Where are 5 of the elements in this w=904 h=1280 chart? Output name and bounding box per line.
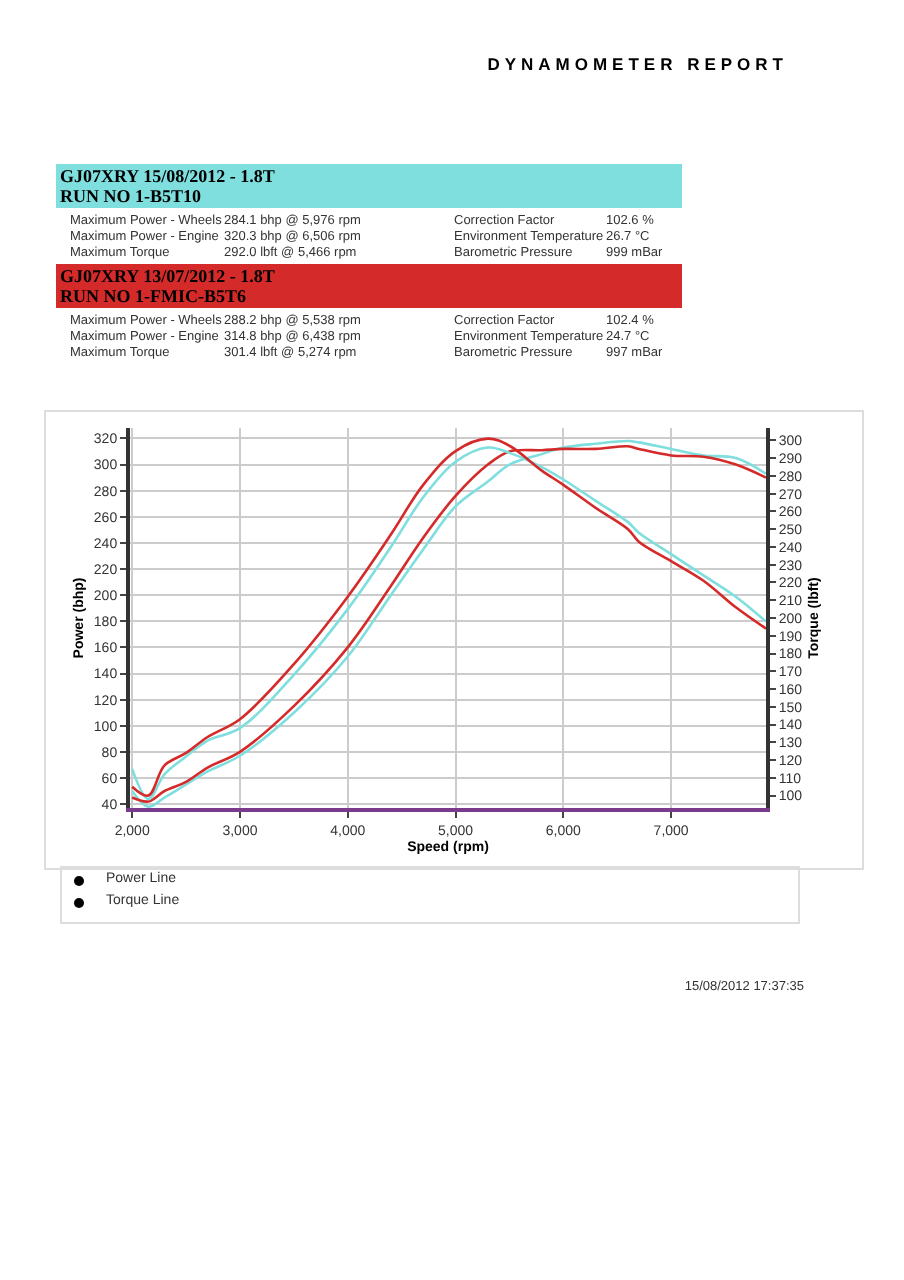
text: RUN NO 1-B5T10 xyxy=(58,184,204,208)
text: GJ07XRY 15/08/2012 - 1.8T xyxy=(58,164,277,188)
text: GJ07XRY 13/07/2012 - 1.8T xyxy=(58,264,277,288)
chart-title: DYNAMOMETER REPORT xyxy=(487,54,788,74)
text: RUN NO 1-FMIC-B5T6 xyxy=(58,284,248,308)
